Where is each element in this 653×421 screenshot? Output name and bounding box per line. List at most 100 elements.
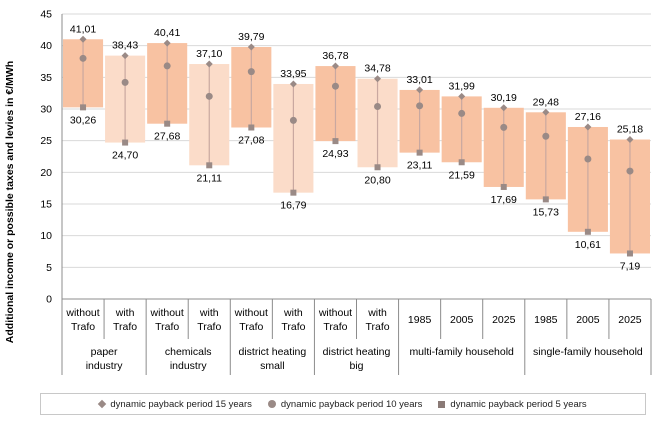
marker-5-years bbox=[206, 162, 213, 169]
data-label-15-years: 33,01 bbox=[406, 74, 432, 86]
x-group-label: small bbox=[260, 360, 285, 372]
marker-10-years bbox=[416, 102, 424, 110]
x-group-label: district heating bbox=[239, 346, 307, 358]
marker-15-years bbox=[205, 60, 213, 68]
x-category-label: Trafo bbox=[281, 321, 305, 333]
x-category-label: Trafo bbox=[197, 321, 221, 333]
y-tick-label: 20 bbox=[40, 167, 52, 179]
marker-15-years bbox=[500, 104, 508, 112]
marker-5-years bbox=[164, 120, 171, 127]
marker-15-years bbox=[121, 52, 129, 60]
x-category-label: Trafo bbox=[113, 321, 137, 333]
marker-5-years bbox=[416, 149, 423, 156]
x-category-label: with bbox=[367, 307, 387, 319]
marker-15-years bbox=[584, 123, 592, 131]
marker-15-years bbox=[542, 108, 550, 116]
x-group-label: district heating bbox=[323, 346, 391, 358]
x-category-label: 1985 bbox=[534, 314, 558, 326]
x-category-label: with bbox=[199, 307, 219, 319]
data-label-5-years: 23,11 bbox=[407, 160, 433, 172]
marker-10-years bbox=[458, 109, 466, 117]
data-label-5-years: 7,19 bbox=[620, 260, 641, 272]
marker-15-years bbox=[163, 39, 171, 47]
data-label-5-years: 20,80 bbox=[364, 174, 390, 186]
marker-15-years bbox=[79, 35, 87, 43]
x-category-label: 2025 bbox=[492, 314, 516, 326]
legend-label-5-years: dynamic payback period 5 years bbox=[450, 398, 587, 410]
data-label-15-years: 29,48 bbox=[533, 96, 559, 108]
x-category-label: without bbox=[318, 307, 352, 319]
x-category-label: without bbox=[150, 307, 184, 319]
data-label-15-years: 36,78 bbox=[322, 50, 348, 62]
legend-label-15-years: dynamic payback period 15 years bbox=[110, 398, 252, 410]
data-label-15-years: 40,41 bbox=[154, 27, 180, 39]
legend-item-10-years: dynamic payback period 10 years bbox=[267, 398, 423, 410]
data-label-5-years: 10,61 bbox=[575, 239, 601, 251]
y-tick-label: 35 bbox=[40, 72, 52, 84]
legend-label-10-years: dynamic payback period 10 years bbox=[280, 398, 423, 410]
data-label-5-years: 15,73 bbox=[533, 206, 559, 218]
data-label-15-years: 31,99 bbox=[449, 80, 475, 92]
y-tick-label: 45 bbox=[40, 9, 52, 21]
data-label-5-years: 16,79 bbox=[280, 200, 306, 212]
x-category-label: Trafo bbox=[365, 321, 389, 333]
legend-item-5-years: dynamic payback period 5 years bbox=[438, 398, 587, 410]
data-label-15-years: 41,01 bbox=[70, 23, 96, 35]
x-group-label: paper bbox=[91, 346, 118, 358]
marker-5-years bbox=[584, 228, 591, 235]
marker-15-years bbox=[458, 92, 466, 100]
marker-5-years bbox=[122, 139, 129, 146]
marker-5-years bbox=[542, 196, 549, 203]
marker-10-years bbox=[542, 132, 550, 140]
legend: dynamic payback period 15 years dynamic … bbox=[40, 393, 646, 415]
y-tick-label: 10 bbox=[40, 230, 52, 242]
y-tick-label: 15 bbox=[40, 199, 52, 211]
x-category-label: 1985 bbox=[408, 314, 432, 326]
marker-5-years bbox=[458, 159, 465, 166]
x-group-label: industry bbox=[86, 360, 124, 372]
data-label-15-years: 39,79 bbox=[238, 31, 264, 43]
data-label-5-years: 17,69 bbox=[491, 194, 517, 206]
marker-10-years bbox=[79, 54, 87, 62]
y-tick-label: 5 bbox=[46, 262, 52, 274]
marker-5-years bbox=[626, 250, 633, 257]
marker-15-years bbox=[247, 43, 255, 51]
y-tick-label: 30 bbox=[40, 104, 52, 116]
marker-15-years bbox=[289, 80, 297, 88]
x-group-label: multi-family household bbox=[409, 346, 514, 358]
data-label-15-years: 34,78 bbox=[364, 63, 390, 75]
x-category-label: 2005 bbox=[450, 314, 474, 326]
y-tick-label: 25 bbox=[40, 135, 52, 147]
marker-15-years bbox=[331, 62, 339, 70]
marker-5-years bbox=[248, 124, 255, 131]
circle-marker-icon bbox=[267, 400, 276, 408]
y-tick-label: 0 bbox=[46, 294, 52, 306]
marker-10-years bbox=[584, 155, 592, 163]
x-category-label: 2005 bbox=[576, 314, 600, 326]
marker-15-years bbox=[626, 136, 634, 144]
x-group-label: industry bbox=[170, 360, 208, 372]
marker-10-years bbox=[626, 167, 634, 175]
x-group-label: chemicals bbox=[165, 346, 212, 358]
data-label-5-years: 27,68 bbox=[154, 131, 180, 143]
x-category-label: with bbox=[115, 307, 135, 319]
data-label-5-years: 24,93 bbox=[322, 148, 348, 160]
marker-10-years bbox=[289, 116, 297, 124]
marker-15-years bbox=[416, 86, 424, 94]
x-group-label: single-family household bbox=[533, 346, 643, 358]
x-category-label: 2025 bbox=[618, 314, 642, 326]
marker-10-years bbox=[121, 78, 129, 86]
x-category-label: with bbox=[283, 307, 303, 319]
marker-10-years bbox=[205, 92, 213, 100]
x-category-label: without bbox=[234, 307, 268, 319]
legend-item-15-years: dynamic payback period 15 years bbox=[98, 398, 252, 410]
y-tick-label: 40 bbox=[40, 40, 52, 52]
x-category-label: without bbox=[65, 307, 99, 319]
data-label-15-years: 25,18 bbox=[617, 124, 643, 136]
marker-5-years bbox=[500, 183, 507, 190]
data-label-5-years: 30,26 bbox=[70, 114, 96, 126]
marker-5-years bbox=[80, 104, 87, 111]
x-category-label: Trafo bbox=[323, 321, 347, 333]
